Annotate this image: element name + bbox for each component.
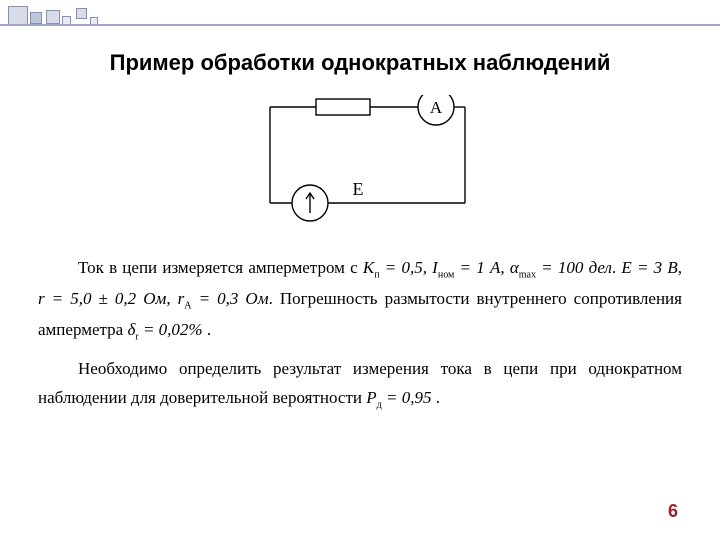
- page-title: Пример обработки однократных наблюдений: [0, 50, 720, 76]
- paragraph-1: Ток в цепи измеряется амперметром с Kп =…: [38, 253, 682, 346]
- top-line: [0, 24, 720, 26]
- svg-text:А: А: [430, 98, 443, 117]
- svg-text:r: r: [339, 95, 347, 99]
- svg-text:E: E: [353, 179, 364, 199]
- decor-square: [30, 12, 42, 24]
- page-number: 6: [668, 501, 678, 522]
- circuit-diagram: r А E: [220, 95, 495, 225]
- paragraph-2: Необходимо определить результат измерени…: [38, 354, 682, 415]
- top-decoration: [0, 0, 720, 30]
- body-text: Ток в цепи измеряется амперметром с Kп =…: [38, 253, 682, 422]
- decor-square: [76, 8, 87, 19]
- decor-square: [46, 10, 60, 24]
- decor-square: [8, 6, 28, 26]
